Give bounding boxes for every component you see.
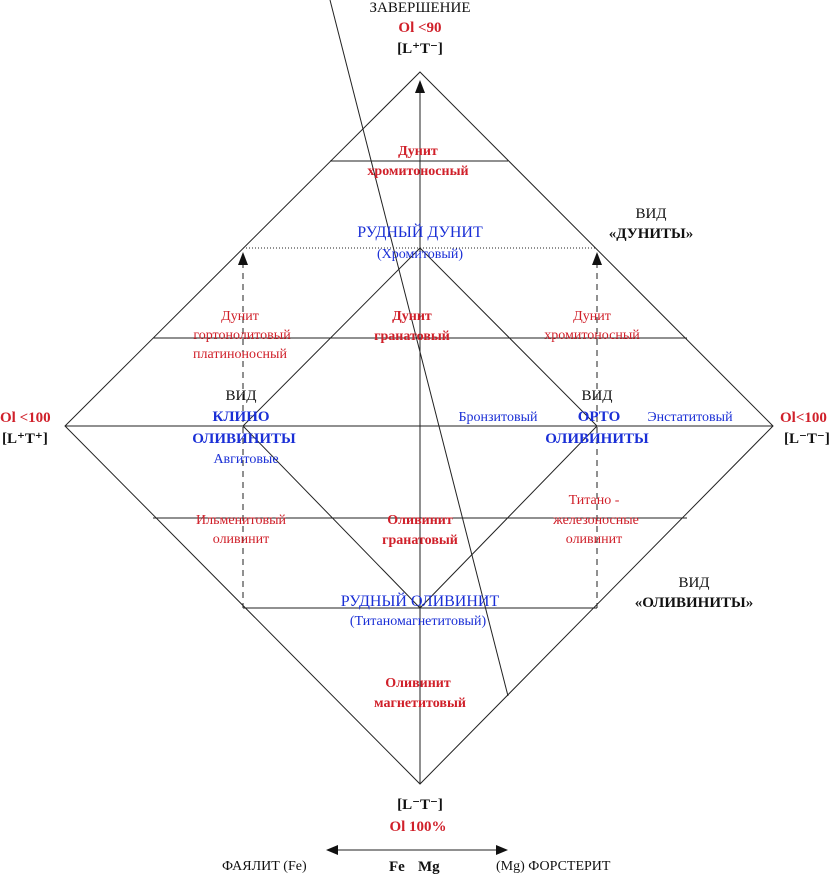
- dunit-hrom-right-l1: Дунит: [573, 309, 611, 324]
- orto-l2: ОЛИВИНИТЫ: [545, 431, 649, 447]
- olivinit-magnet-l1: Оливинит: [385, 676, 451, 691]
- klino-vid: ВИД: [225, 388, 257, 404]
- dunit-gorton-l2: гортонолитовый: [193, 328, 291, 343]
- orto-l1: ОРТО: [577, 409, 621, 425]
- dunit-gorton-l3: платиноносный: [193, 347, 287, 362]
- klino-l2: ОЛИВИНИТЫ: [192, 431, 296, 447]
- olivinit-granat-l1: Оливинит: [387, 513, 453, 528]
- left-dashed-arrowhead: [238, 252, 248, 265]
- klino-l1: КЛИНО: [212, 409, 270, 425]
- ilmenit-l2: оливинит: [212, 532, 270, 547]
- olivinit-granat-l2: гранатовый: [382, 533, 458, 548]
- top-ol: Ol <90: [398, 20, 442, 36]
- dunit-hrom-top-l1: Дунит: [398, 144, 438, 159]
- orto-enst: Энстатитовый: [647, 410, 733, 425]
- titano-l1: Титано -: [568, 493, 620, 508]
- tier-line-bottom: [329, 0, 509, 697]
- right-ol: Ol<100: [780, 410, 827, 426]
- dunit-hrom-top-l2: хромитоносный: [367, 164, 469, 179]
- forsterit-label: (Mg) ФОРСТЕРИТ: [496, 859, 611, 874]
- left-ol: Ol <100: [0, 410, 51, 426]
- vid-dunity-label: ВИД: [635, 206, 667, 222]
- titano-l3: оливинит: [565, 532, 623, 547]
- orto-vid: ВИД: [581, 388, 613, 404]
- top-formula: [L⁺T⁻]: [397, 41, 443, 57]
- rudny-olivinit-l1: РУДНЫЙ ОЛИВИНИТ: [340, 593, 500, 610]
- mg-label: Mg: [418, 859, 440, 875]
- ilmenit-l1: Ильменитовый: [196, 513, 286, 528]
- orto-bronz: Бронзитовый: [458, 410, 538, 425]
- fe-label: Fe: [389, 859, 405, 875]
- rudny-dunit-l1: РУДНЫЙ ДУНИТ: [357, 224, 483, 241]
- bottom-formula: [L⁻T⁻]: [397, 797, 443, 813]
- top-title: ЗАВЕРШЕНИЕ: [369, 0, 471, 16]
- up-arrowhead: [415, 80, 425, 93]
- right-formula: [L⁻T⁻]: [784, 431, 830, 447]
- titano-l2: железоносные: [553, 513, 639, 528]
- dunit-granat-l2: гранатовый: [374, 329, 450, 344]
- faialit-label: ФАЯЛИТ (Fe): [222, 859, 307, 874]
- rudny-olivinit-l2: (Титаномагнетитовый): [349, 614, 487, 629]
- vid-olivinity-name: «ОЛИВИНИТЫ»: [634, 595, 754, 611]
- rudny-dunit-l2: (Хромитовый): [377, 247, 463, 262]
- vid-olivinity-label: ВИД: [678, 575, 710, 591]
- klino-l3: Авгитовые: [213, 452, 279, 467]
- left-formula: [L⁺T⁺]: [2, 431, 48, 447]
- olivinit-magnet-l2: магнетитовый: [374, 696, 466, 711]
- dunit-gorton-l1: Дунит: [221, 309, 259, 324]
- bottom-ol: Ol 100%: [389, 819, 447, 835]
- dunit-hrom-right-l2: хромитоносный: [544, 328, 640, 343]
- vid-dunity-name: «ДУНИТЫ»: [608, 226, 694, 242]
- right-arrowhead: [496, 845, 508, 855]
- dunit-granat-l1: Дунит: [392, 309, 432, 324]
- right-dashed-arrowhead: [592, 252, 602, 265]
- left-arrowhead: [326, 845, 338, 855]
